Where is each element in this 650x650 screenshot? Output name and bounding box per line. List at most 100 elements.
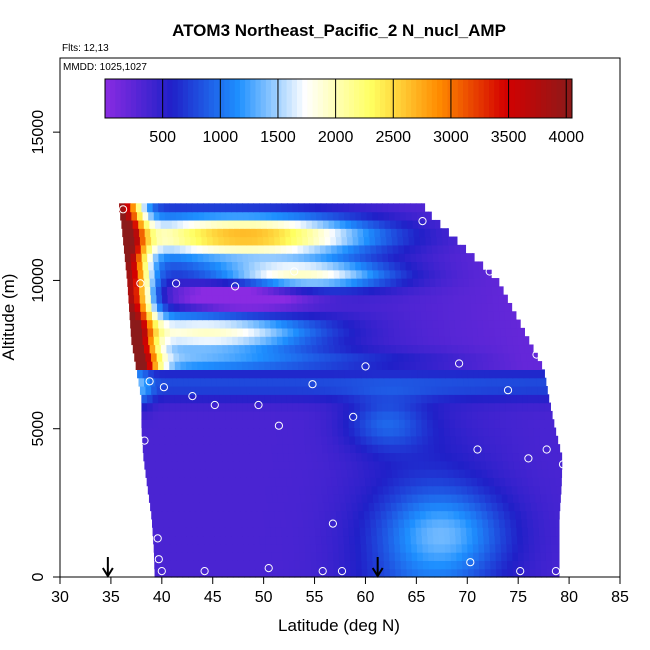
- heat-cell: [349, 211, 356, 221]
- heat-cell: [188, 269, 195, 279]
- heat-cell: [154, 269, 161, 279]
- heat-cell: [482, 477, 489, 487]
- heat-cell: [363, 286, 370, 296]
- heat-cell: [261, 460, 269, 470]
- heat-cell: [125, 261, 132, 271]
- heat-cell: [252, 510, 259, 520]
- heat-cell: [512, 543, 519, 553]
- heat-cell: [510, 319, 518, 329]
- heat-cell: [430, 502, 437, 512]
- heat-cell: [367, 493, 374, 503]
- heat-cell: [546, 560, 553, 570]
- heat-cell: [340, 460, 347, 470]
- heat-cell: [408, 236, 415, 246]
- heat-cell: [178, 294, 186, 304]
- heat-cell: [280, 311, 287, 321]
- heat-cell: [168, 244, 175, 254]
- heat-cell: [242, 419, 249, 429]
- heat-cell: [550, 402, 551, 412]
- colorbar-swatch: [234, 79, 241, 118]
- heat-cell: [235, 469, 242, 478]
- heat-cell: [252, 518, 259, 528]
- heat-cell: [511, 410, 518, 420]
- heat-cell: [528, 485, 535, 495]
- heat-cell: [499, 518, 506, 528]
- heat-cell: [480, 286, 487, 296]
- heat-cell: [259, 410, 266, 420]
- heat-cell: [248, 485, 255, 495]
- heat-cell: [539, 410, 546, 420]
- heat-cell: [260, 261, 267, 271]
- heat-cell: [274, 510, 281, 520]
- heat-cell: [342, 394, 350, 404]
- heat-cell: [365, 394, 372, 404]
- heat-cell: [214, 419, 221, 429]
- heat-cell: [319, 236, 326, 246]
- heat-cell: [180, 410, 187, 420]
- heat-cell: [284, 228, 291, 238]
- heat-cell: [452, 286, 459, 296]
- colorbar-frame: [104, 78, 573, 119]
- heat-cell: [444, 435, 451, 445]
- heat-cell: [223, 236, 231, 246]
- heat-cell: [197, 419, 204, 429]
- heat-cell: [484, 444, 491, 454]
- heat-cell: [200, 278, 207, 287]
- heat-cell: [374, 286, 381, 296]
- heat-cell: [349, 535, 356, 545]
- heat-cell: [550, 419, 555, 429]
- heat-cell: [170, 261, 177, 271]
- heat-cell: [203, 327, 210, 337]
- heat-cell: [428, 543, 435, 553]
- heat-cell: [154, 493, 161, 503]
- heat-cell: [505, 419, 512, 429]
- heat-cell: [296, 294, 303, 304]
- heat-cell: [249, 493, 256, 503]
- heat-cell: [488, 311, 495, 321]
- heat-cell: [126, 269, 133, 279]
- sample-point: [337, 567, 347, 576]
- heat-cell: [412, 269, 419, 279]
- heat-cell: [527, 394, 534, 404]
- heat-cell: [236, 361, 243, 370]
- heat-cell: [378, 568, 385, 578]
- sample-point: [145, 377, 154, 386]
- heat-cell: [427, 485, 435, 495]
- heat-cell: [473, 493, 480, 503]
- heat-cell: [343, 327, 350, 337]
- heat-cell: [190, 352, 197, 362]
- colorbar-swatch: [494, 79, 500, 118]
- heat-cell: [267, 460, 274, 470]
- heat-cell: [219, 394, 226, 404]
- heat-cell: [449, 427, 456, 437]
- heat-cell: [275, 203, 283, 213]
- heat-cell: [191, 203, 199, 213]
- heat-cell: [312, 286, 319, 296]
- heat-cell: [502, 502, 510, 512]
- heat-cell: [243, 336, 250, 346]
- heat-cell: [365, 361, 372, 370]
- heat-cell: [393, 327, 401, 337]
- heat-cell: [151, 244, 159, 254]
- heat-cell: [399, 203, 406, 213]
- heat-cell: [510, 527, 518, 537]
- heat-cell: [416, 435, 423, 445]
- heat-cell: [263, 244, 271, 254]
- heat-cell: [308, 510, 315, 520]
- heat-cell: [226, 336, 233, 346]
- heat-cell: [410, 203, 417, 213]
- heat-cell: [253, 327, 261, 337]
- colorbar-swatch: [120, 79, 127, 118]
- heat-cell: [510, 477, 517, 487]
- heat-cell: [272, 219, 279, 229]
- heat-cell: [213, 302, 220, 312]
- heat-cell: [341, 352, 348, 362]
- heat-cell: [379, 377, 386, 387]
- heat-cell: [255, 560, 262, 570]
- heat-cell: [295, 228, 303, 238]
- heat-cell: [307, 386, 315, 395]
- heat-cell: [224, 311, 231, 321]
- heat-cell: [200, 460, 207, 470]
- heat-cell: [298, 419, 305, 429]
- sample-point: [140, 436, 149, 445]
